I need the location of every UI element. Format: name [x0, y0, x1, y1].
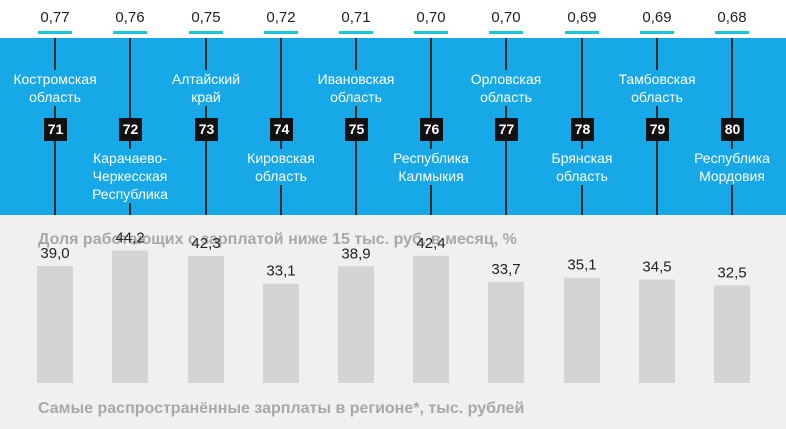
bar: [188, 256, 224, 383]
bar-chart: 39,0 44,2 42,3 33,1 38,9 42,4 33,7 35,1 34,5 32,5: [37, 229, 750, 383]
region-name: Алтайский край: [141, 70, 271, 106]
rank-badge: 78: [571, 118, 594, 141]
rank-badge: 72: [119, 118, 142, 141]
index-value: 0,68: [717, 9, 747, 26]
region-name: Брянская область: [517, 149, 647, 185]
region-name: Республика Мордовия: [667, 149, 786, 185]
index-underline: [339, 31, 373, 34]
rank-badge: 73: [195, 118, 218, 141]
region-name: Костромская область: [0, 70, 120, 106]
bar: [564, 277, 600, 383]
index-underline: [715, 31, 749, 34]
index-underline: [414, 31, 448, 34]
index-value: 0,69: [642, 9, 672, 26]
bar-value-label: 44,2: [115, 229, 144, 246]
bar-value-label: 32,5: [717, 265, 746, 282]
rank-badge: 80: [721, 118, 744, 141]
bar: [488, 281, 524, 383]
bar: [639, 279, 675, 383]
bar: [112, 250, 148, 383]
index-underline: [189, 31, 223, 34]
index-value: 0,71: [341, 9, 371, 26]
bar: [714, 285, 750, 383]
index-underline: [565, 31, 599, 34]
bar-value-label: 34,5: [642, 259, 671, 276]
bar-value-label: 33,7: [491, 261, 520, 278]
bar-value-label: 39,0: [40, 245, 69, 262]
bar: [37, 266, 73, 383]
rank-badge: 74: [270, 118, 293, 141]
bar-value-label: 35,1: [567, 257, 596, 274]
bottom-section-title: Самые распространённые зарплаты в регион…: [38, 400, 525, 417]
rank-badge: 71: [44, 118, 67, 141]
region-name: Орловская область: [441, 70, 571, 106]
rank-badge: 77: [495, 118, 518, 141]
index-underline: [38, 31, 72, 34]
index-value: 0,76: [115, 9, 145, 26]
index-underline: [489, 31, 523, 34]
index-underline: [113, 31, 147, 34]
region-name: Республика Калмыкия: [366, 149, 496, 185]
chart-title: Доля работающих с зарплатой ниже 15 тыс.…: [38, 231, 517, 248]
rank-badge: 79: [646, 118, 669, 141]
region-name: Тамбовская область: [592, 70, 722, 106]
bar-value-label: 42,4: [416, 235, 445, 252]
index-value: 0,69: [567, 9, 597, 26]
region-name: Кировская область: [216, 149, 346, 185]
index-value: 0,77: [40, 9, 70, 26]
bar: [338, 266, 374, 383]
index-value: 0,70: [491, 9, 521, 26]
bar: [263, 283, 299, 383]
bar-value-label: 42,3: [191, 235, 220, 252]
bar-value-label: 38,9: [341, 245, 370, 262]
bar-value-label: 33,1: [266, 263, 295, 280]
rank-badge: 75: [345, 118, 368, 141]
bar: [413, 255, 449, 383]
rank-badge: 76: [420, 118, 443, 141]
index-value: 0,72: [266, 9, 296, 26]
region-name: Карачаево- Черкесская Республика: [65, 149, 195, 203]
index-value: 0,70: [416, 9, 446, 26]
index-underline: [264, 31, 298, 34]
region-name: Ивановская область: [291, 70, 421, 106]
index-underline: [640, 31, 674, 34]
index-value: 0,75: [191, 9, 221, 26]
